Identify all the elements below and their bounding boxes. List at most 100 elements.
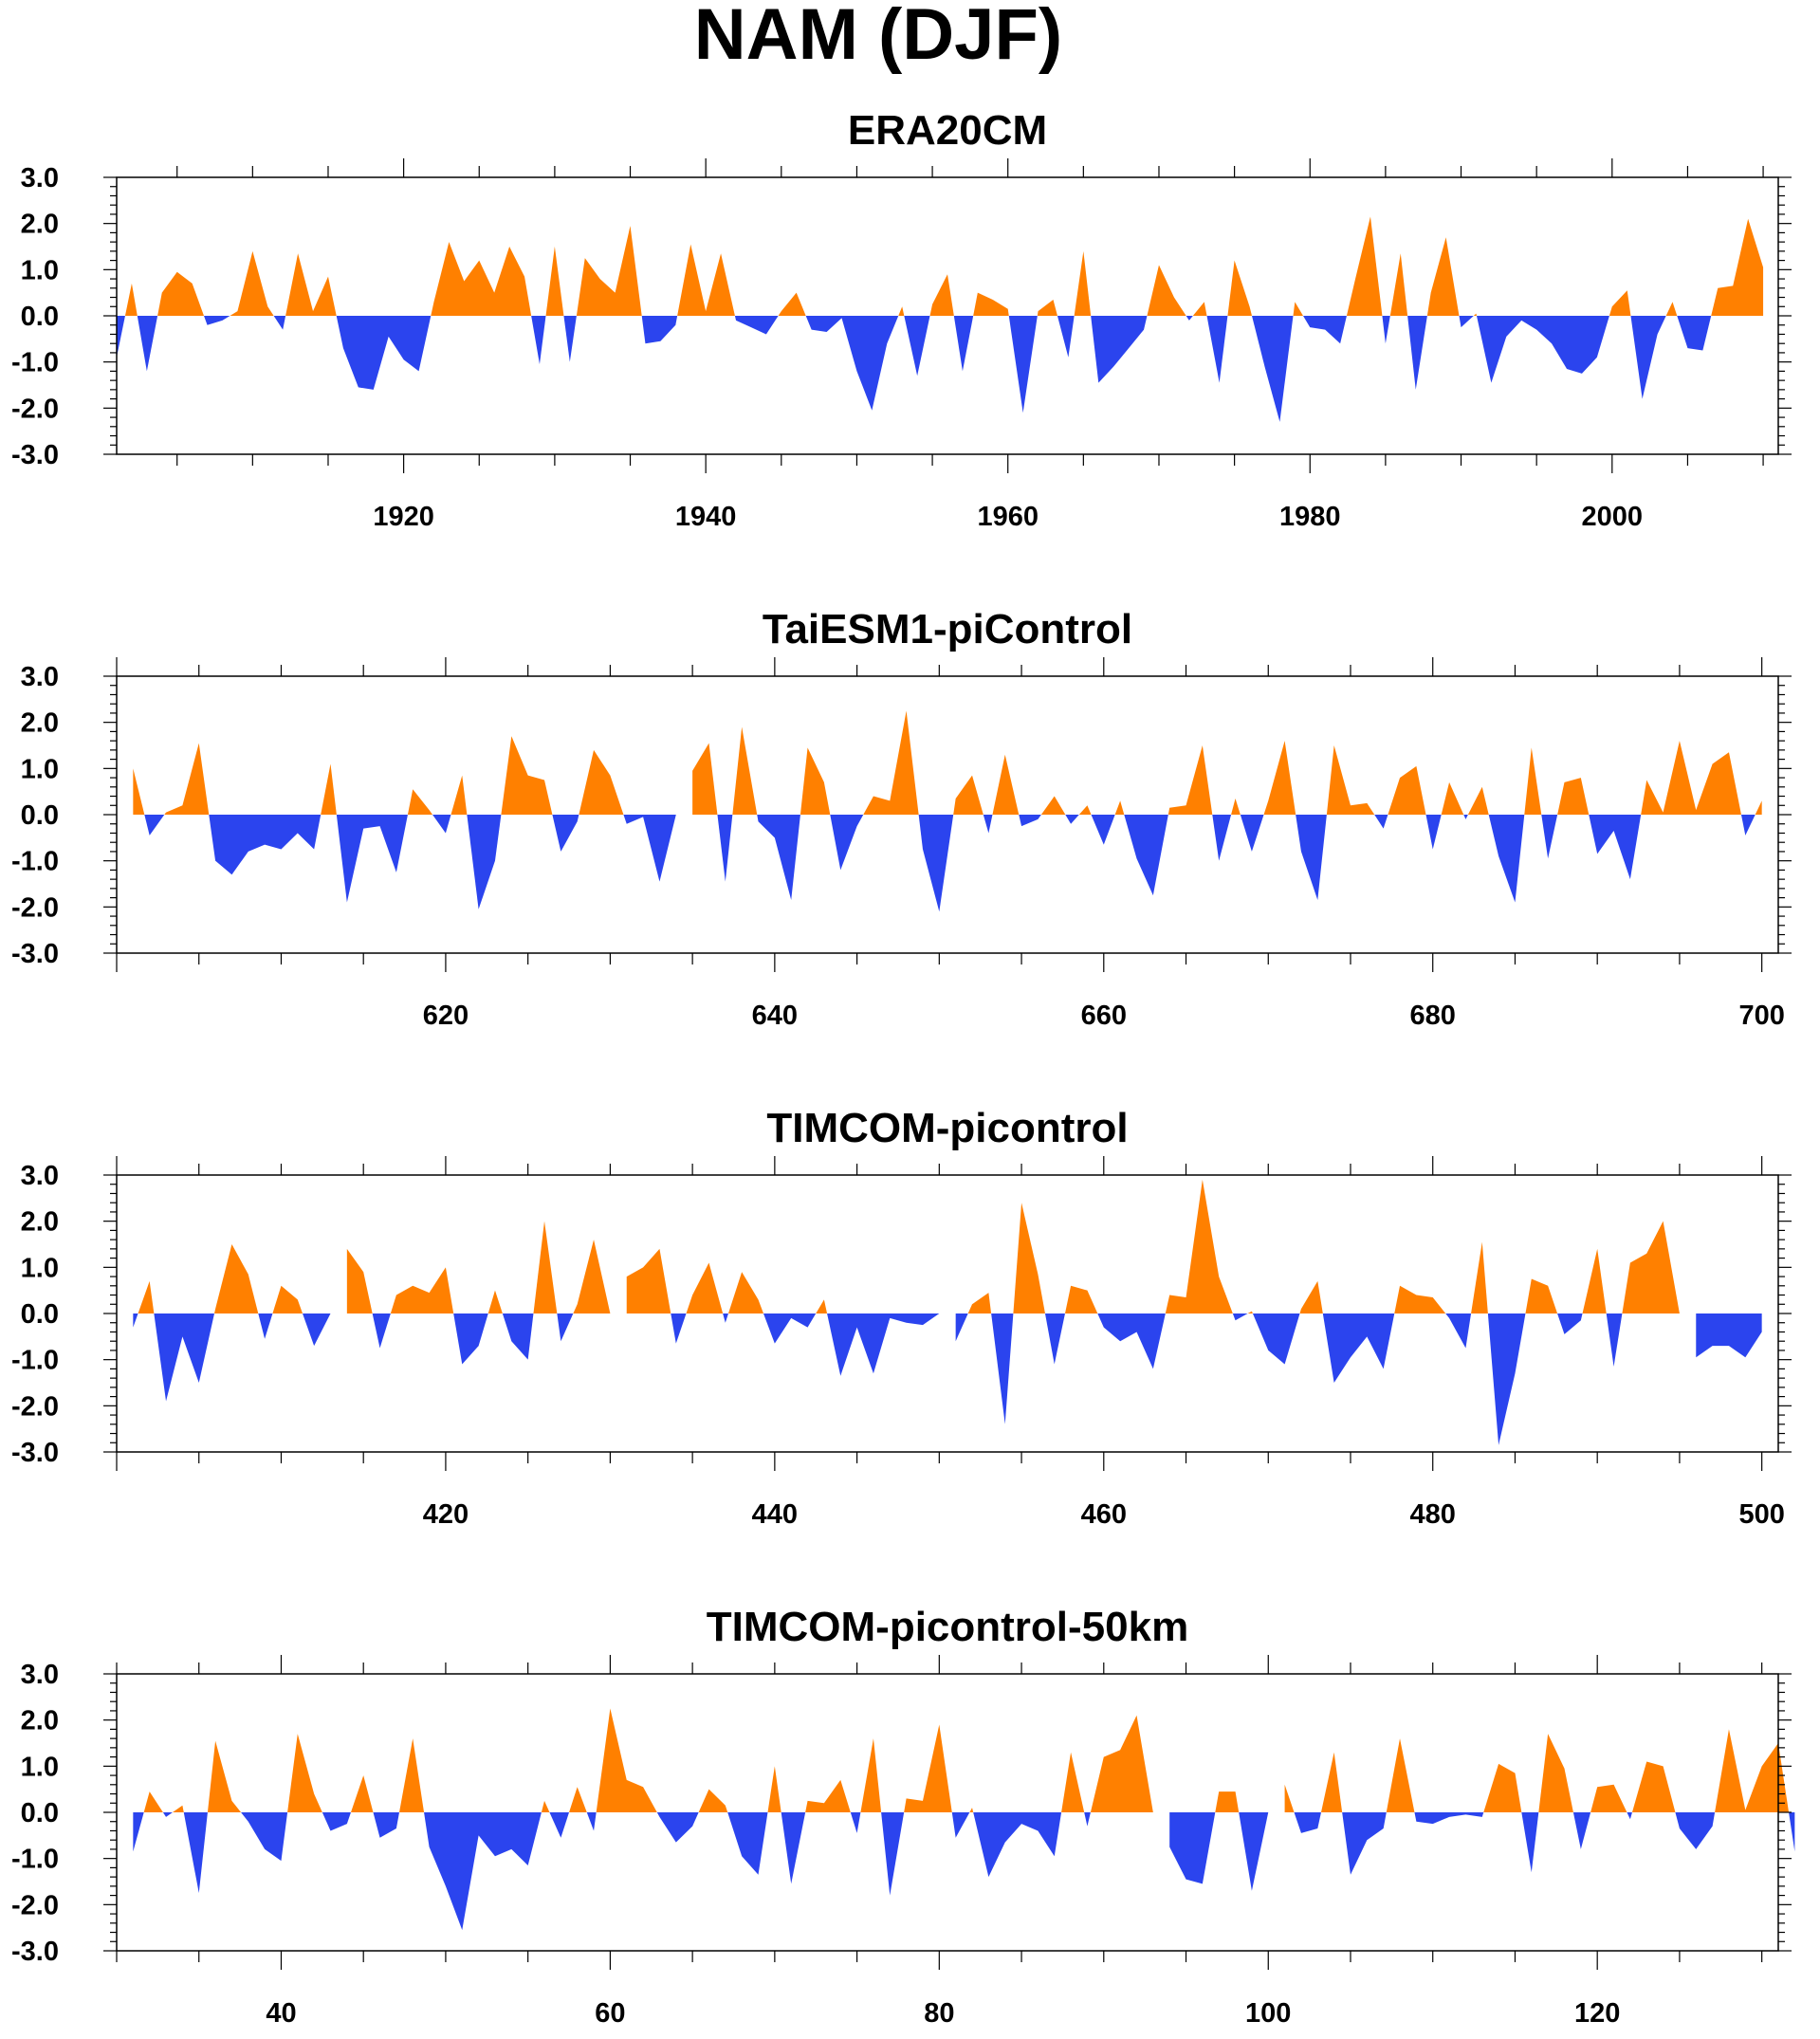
positive-area [805, 1779, 851, 1812]
positive-area [533, 1221, 558, 1313]
positive-area [1538, 1734, 1573, 1812]
x-tick-label: 1980 [1279, 502, 1341, 532]
x-tick-label: 640 [752, 1001, 798, 1031]
positive-area [767, 1766, 781, 1812]
panel-title: ERA20CM [848, 107, 1047, 154]
positive-area [501, 736, 553, 815]
y-tick-label: 3.0 [21, 662, 59, 692]
positive-area [172, 1805, 184, 1812]
positive-area [1346, 216, 1383, 316]
positive-area [1231, 798, 1241, 815]
positive-area [1715, 1729, 1790, 1812]
positive-area [1441, 781, 1464, 815]
y-tick-label: -2.0 [11, 1890, 59, 1920]
positive-area [1074, 250, 1092, 316]
y-tick-label: 1.0 [21, 1253, 59, 1283]
negative-area [1008, 316, 1038, 413]
positive-area [1114, 800, 1125, 815]
x-tick-label: 440 [752, 1499, 798, 1530]
positive-area [1483, 1763, 1522, 1812]
negative-area [1322, 1313, 1395, 1383]
x-tick-label: 120 [1574, 1998, 1620, 2029]
negative-area [1044, 1313, 1065, 1365]
positive-area [698, 1789, 728, 1812]
negative-area [133, 1812, 144, 1852]
positive-area [1037, 299, 1057, 316]
positive-area [973, 292, 1009, 316]
positive-area [1755, 800, 1762, 815]
panel-title: TIMCOM-picontrol [766, 1105, 1128, 1151]
negative-area [881, 1812, 905, 1896]
negative-area [162, 1812, 173, 1817]
negative-area [1019, 815, 1041, 827]
negative-area [717, 815, 733, 882]
positive-area [214, 1244, 259, 1313]
y-tick-label: -1.0 [11, 348, 59, 378]
negative-area [1212, 815, 1232, 861]
negative-area [1677, 316, 1712, 351]
negative-area [623, 815, 676, 882]
positive-area [390, 1267, 454, 1313]
positive-area [904, 1724, 952, 1812]
negative-area [991, 1313, 1014, 1424]
positive-area [1320, 1752, 1343, 1812]
negative-area [973, 1812, 1062, 1878]
positive-area [1665, 302, 1678, 316]
negative-area [372, 1313, 391, 1349]
negative-area [671, 1313, 687, 1344]
x-tick-label: 1940 [675, 502, 737, 532]
positive-area [692, 743, 718, 815]
positive-area [1064, 1285, 1098, 1313]
y-tick-label: -2.0 [11, 394, 59, 424]
negative-area [373, 1812, 399, 1838]
positive-area [686, 1262, 724, 1313]
negative-area [424, 1812, 542, 1931]
y-tick-label: 1.0 [21, 255, 59, 285]
positive-area [1165, 1179, 1233, 1313]
negative-area [1296, 815, 1327, 901]
negative-area [1459, 316, 1474, 328]
negative-area [1487, 1313, 1526, 1445]
y-tick-label: -2.0 [11, 1391, 59, 1422]
negative-area [1169, 1812, 1216, 1884]
x-tick-label: 40 [266, 1998, 296, 2029]
negative-area [830, 815, 864, 871]
positive-area [1147, 265, 1186, 316]
negative-area [1374, 815, 1388, 829]
negative-area [1675, 1812, 1716, 1849]
negative-area [209, 815, 322, 875]
y-tick-label: -3.0 [11, 1937, 59, 1967]
positive-area [431, 242, 532, 316]
y-tick-label: 0.0 [21, 800, 59, 831]
positive-area [1299, 1280, 1323, 1313]
y-tick-label: 3.0 [21, 1660, 59, 1690]
negative-area [322, 1812, 351, 1831]
negative-area [336, 815, 408, 903]
negative-area [951, 1812, 970, 1838]
y-tick-label: 1.0 [21, 754, 59, 784]
positive-area [541, 1800, 550, 1812]
negative-area [1303, 316, 1347, 344]
negative-area [850, 1812, 861, 1833]
negative-area [1572, 1812, 1591, 1849]
negative-area [563, 316, 577, 362]
y-tick-label: -3.0 [11, 939, 59, 969]
positive-area [1388, 765, 1426, 815]
negative-area [763, 1313, 817, 1344]
positive-area [407, 789, 433, 815]
positive-area [1247, 1311, 1253, 1313]
positive-area [860, 1738, 882, 1812]
y-tick-label: -1.0 [11, 1346, 59, 1376]
positive-area [1394, 1285, 1446, 1313]
negative-area [1206, 316, 1228, 383]
x-tick-label: 60 [595, 1998, 625, 2029]
positive-area [285, 253, 337, 316]
positive-area [1641, 741, 1741, 815]
positive-area [626, 1248, 671, 1313]
negative-area [1425, 815, 1442, 850]
positive-area [1426, 237, 1460, 316]
negative-area [953, 316, 974, 372]
positive-area [487, 1290, 503, 1313]
negative-area [1488, 815, 1525, 903]
positive-area [1711, 218, 1764, 316]
